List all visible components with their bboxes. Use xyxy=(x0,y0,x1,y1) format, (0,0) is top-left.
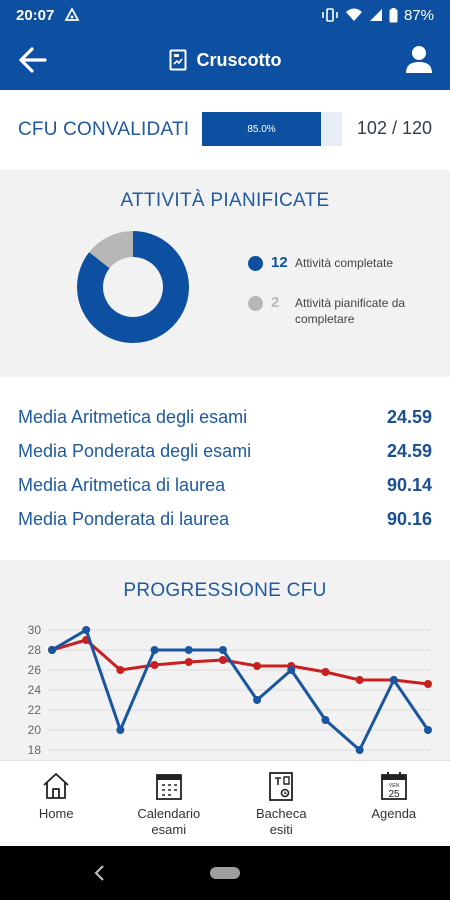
data-point xyxy=(253,662,262,670)
board-icon xyxy=(269,772,294,801)
data-point xyxy=(116,726,125,734)
data-point xyxy=(424,726,432,734)
legend-item-completed: 12 Attività completate xyxy=(248,254,438,271)
calendar-icon xyxy=(155,774,182,800)
battery-icon xyxy=(389,7,398,22)
data-point xyxy=(150,646,159,654)
stat-row: Media Ponderata degli esami 24.59 xyxy=(0,434,450,468)
legend-label-planned: Attività pianificate da completare xyxy=(295,296,406,326)
data-point xyxy=(116,666,125,674)
data-point xyxy=(184,658,193,666)
cfu-progression-chart: 30 28 26 24 22 20 18 xyxy=(28,623,432,757)
status-bar: 20:07 87% xyxy=(0,0,450,30)
home-icon xyxy=(43,773,69,799)
vibrate-icon xyxy=(322,8,338,22)
cfu-progress-text: 85.0% xyxy=(247,123,276,135)
activities-section: ATTIVITÀ PIANIFICATE xyxy=(0,170,450,377)
stat-row: Media Aritmetica di laurea 90.14 xyxy=(0,468,450,502)
data-point xyxy=(355,746,364,754)
data-point xyxy=(218,656,227,664)
cfu-progress-fill: 85.0% xyxy=(202,112,321,146)
stat-value: 90.16 xyxy=(386,508,432,529)
nav-agenda-label: Agenda xyxy=(371,806,417,821)
nav-home-label: Home xyxy=(38,806,74,821)
data-point xyxy=(321,668,330,676)
cfu-progression-title: PROGRESSIONE CFU xyxy=(123,580,327,601)
activities-title: ATTIVITÀ PIANIFICATE xyxy=(120,190,330,211)
data-point xyxy=(218,646,227,654)
donut-slice xyxy=(76,231,189,343)
y-tick-label: 30 xyxy=(28,623,42,637)
data-point xyxy=(184,646,193,654)
signal-icon xyxy=(369,9,382,21)
bottom-navigation: Home Calendario esami Bacheca esiti VEN … xyxy=(0,760,450,846)
y-tick-label: 26 xyxy=(28,663,42,677)
nav-results-board[interactable]: Bacheca esiti xyxy=(225,761,338,846)
data-point xyxy=(424,680,432,688)
stat-value: 24.59 xyxy=(386,406,432,427)
stat-label: Media Aritmetica di laurea xyxy=(18,474,226,495)
system-back-icon[interactable] xyxy=(92,863,108,883)
nav-exam-calendar-label: Calendario esami xyxy=(137,806,201,837)
page-title: Cruscotto xyxy=(196,49,282,70)
agenda-icon-day-abbr: VEN xyxy=(389,783,400,789)
cfu-progress-bar: 85.0% xyxy=(202,112,342,146)
nav-exam-calendar[interactable]: Calendario esami xyxy=(113,761,226,846)
cfu-progression-section: PROGRESSIONE CFU 30 28 26 24 22 20 18 xyxy=(0,560,450,760)
nav-agenda[interactable]: VEN 25 Agenda xyxy=(338,761,450,846)
nav-results-board-label: Bacheca esiti xyxy=(255,806,307,837)
back-arrow-icon[interactable] xyxy=(18,46,48,74)
stat-label: Media Ponderata degli esami xyxy=(18,440,252,461)
data-point xyxy=(389,676,398,684)
averages-list: Media Aritmetica degli esami 24.59 Media… xyxy=(0,377,450,560)
legend-label-completed: Attività completate xyxy=(295,256,394,270)
stat-row: Media Ponderata di laurea 90.16 xyxy=(0,502,450,536)
series-line xyxy=(51,638,429,686)
legend-item-planned: 2 Attività pianificate da completare xyxy=(248,294,438,327)
legend-count-completed: 12 xyxy=(271,254,288,271)
user-profile-icon[interactable] xyxy=(404,44,434,74)
stat-label: Media Ponderata di laurea xyxy=(18,508,230,529)
agenda-icon: VEN 25 xyxy=(380,772,407,800)
data-point xyxy=(48,646,56,654)
system-home-pill[interactable] xyxy=(210,867,240,879)
donut-slice xyxy=(89,231,133,269)
app-bar: Cruscotto xyxy=(0,30,450,90)
legend-dot-completed xyxy=(248,256,263,271)
stat-value: 24.59 xyxy=(386,440,432,461)
nav-home[interactable]: Home xyxy=(0,761,113,846)
agenda-icon-day-num: 25 xyxy=(388,789,400,800)
stat-row: Media Aritmetica degli esami 24.59 xyxy=(0,400,450,434)
data-point xyxy=(253,696,262,704)
data-point xyxy=(150,661,159,669)
dashboard-icon xyxy=(169,49,186,71)
notification-icon xyxy=(64,7,80,21)
data-point xyxy=(82,626,91,634)
y-tick-label: 28 xyxy=(28,643,42,657)
cfu-summary: CFU CONVALIDATI 85.0% 102 / 120 xyxy=(0,90,450,170)
y-tick-label: 24 xyxy=(28,683,42,697)
data-point xyxy=(321,716,330,724)
data-point xyxy=(287,666,296,674)
activities-donut-chart xyxy=(76,231,189,343)
cfu-label: CFU CONVALIDATI xyxy=(18,119,190,140)
y-tick-label: 22 xyxy=(28,703,42,717)
y-tick-label: 20 xyxy=(28,723,42,737)
stat-label: Media Aritmetica degli esami xyxy=(18,406,248,427)
system-navigation-bar xyxy=(0,846,450,900)
stat-value: 90.14 xyxy=(386,474,432,495)
wifi-icon xyxy=(345,8,362,21)
battery-percent: 87% xyxy=(403,6,434,24)
y-tick-label: 18 xyxy=(28,743,42,757)
series-line xyxy=(51,628,430,752)
legend-count-planned: 2 xyxy=(271,294,280,311)
cfu-count: 102 / 120 xyxy=(356,118,432,138)
data-point xyxy=(355,676,364,684)
legend-dot-planned xyxy=(248,296,263,311)
status-time: 20:07 xyxy=(16,6,55,24)
